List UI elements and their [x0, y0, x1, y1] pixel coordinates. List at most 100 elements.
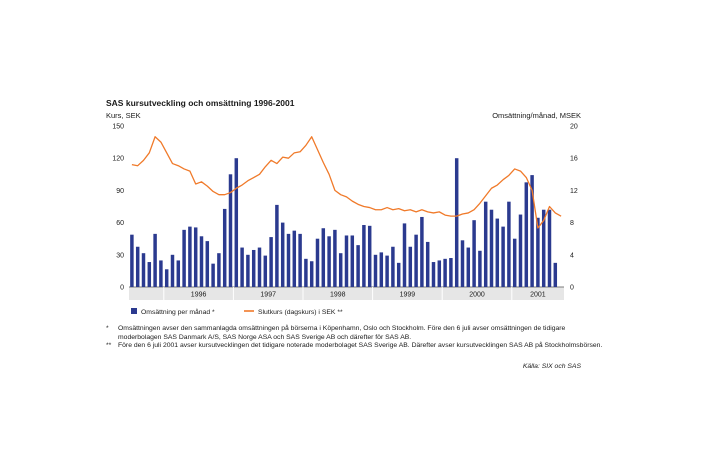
volume-bar — [193, 227, 198, 287]
volume-bar — [512, 238, 517, 287]
y-left-tick-label: 90 — [116, 188, 124, 195]
volume-bar — [414, 234, 418, 287]
volume-bar — [135, 246, 140, 287]
volume-bar — [246, 254, 250, 287]
volume-bar — [379, 252, 384, 287]
volume-bar — [199, 236, 204, 287]
volume-bar — [292, 230, 297, 287]
volume-bar — [362, 225, 366, 287]
year-label: 1996 — [191, 292, 207, 299]
y-left-tick-label: 150 — [112, 124, 124, 131]
volume-bar — [257, 247, 262, 287]
volume-bar — [147, 262, 152, 287]
volume-bar — [275, 204, 279, 287]
price-line — [131, 136, 562, 229]
volume-bar — [130, 234, 134, 287]
footnote-1-mark: * — [106, 325, 109, 332]
volume-bar — [466, 247, 471, 287]
volume-bar — [396, 262, 401, 287]
volume-bar — [269, 237, 273, 287]
volume-bar — [234, 158, 239, 287]
volume-bar — [338, 253, 343, 287]
volume-bar — [309, 261, 314, 287]
volume-bar — [153, 233, 157, 287]
volume-bar — [141, 253, 146, 287]
y-right-tick-label: 8 — [570, 220, 574, 227]
volume-bar — [524, 182, 529, 287]
volume-bar — [454, 158, 459, 287]
footnote-2-text: Före den 6 juli 2001 avser kursutvecklin… — [118, 342, 603, 350]
legend-line-label: Slutkurs (dagskurs) i SEK ** — [258, 309, 343, 316]
volume-bar — [472, 220, 476, 287]
volume-bar — [507, 201, 511, 287]
volume-bar — [530, 175, 534, 287]
year-label: 1998 — [330, 292, 346, 299]
volume-bar — [425, 241, 430, 287]
volume-bar — [159, 260, 163, 287]
volume-bar — [536, 217, 540, 287]
volume-bar — [205, 241, 210, 287]
volume-bar — [176, 260, 181, 287]
volume-bar — [298, 233, 302, 287]
volume-bar — [182, 229, 186, 287]
volume-bar — [460, 240, 465, 287]
volume-bar — [286, 233, 291, 287]
volume-bar — [228, 174, 233, 287]
volume-bar — [518, 214, 523, 287]
footnote-2-mark: ** — [106, 342, 112, 350]
volume-bar — [373, 254, 378, 287]
volume-bar — [541, 209, 546, 287]
y-axis-right-label: Omsättning/månad, MSEK — [492, 111, 581, 120]
footnote-1-text: Omsättningen avser den sammanlagda omsät… — [118, 325, 566, 341]
volume-bar — [478, 250, 482, 287]
volume-bar — [344, 235, 349, 287]
volume-bar — [350, 235, 355, 287]
y-right-tick-label: 0 — [570, 285, 574, 292]
volume-bar — [164, 269, 169, 287]
y-left-tick-label: 120 — [112, 156, 124, 163]
footnotes: * Omsättningen avser den sammanlagda oms… — [106, 325, 606, 351]
footnote-2: ** Före den 6 juli 2001 avser kursutveck… — [106, 342, 606, 351]
volume-bar — [501, 226, 505, 287]
volume-bar — [327, 236, 331, 287]
footnote-1: * Omsättningen avser den sammanlagda oms… — [106, 325, 606, 342]
y-right-tick-label: 20 — [570, 124, 578, 131]
y-axis-left-label: Kurs, SEK — [106, 111, 141, 120]
volume-bar — [263, 255, 268, 287]
year-label: 2001 — [530, 292, 546, 299]
volume-bar — [489, 209, 494, 287]
volume-bar — [408, 246, 413, 287]
chart-title: SAS kursutveckling och omsättning 1996-2… — [106, 98, 295, 108]
volume-bar — [431, 262, 436, 287]
volume-bar — [222, 208, 227, 287]
source-note: Källa: SIX och SAS — [522, 363, 581, 370]
y-left-tick-label: 60 — [116, 220, 124, 227]
year-label: 1997 — [260, 292, 276, 299]
y-right-tick-label: 12 — [570, 188, 578, 195]
volume-bar — [188, 226, 192, 287]
volume-bar — [251, 249, 256, 287]
volume-bar — [367, 225, 372, 287]
volume-bar — [385, 255, 389, 287]
volume-bar — [437, 260, 442, 287]
y-right-tick-label: 4 — [570, 252, 574, 259]
volume-bar — [240, 247, 244, 287]
y-right-tick-label: 16 — [570, 156, 578, 163]
volume-bar — [304, 258, 308, 287]
year-label: 2000 — [469, 292, 485, 299]
volume-bar — [315, 238, 320, 287]
volume-bar — [483, 201, 488, 287]
volume-bar — [495, 218, 500, 287]
volume-bar — [449, 258, 453, 287]
y-left-tick-label: 0 — [120, 285, 124, 292]
volume-bar — [333, 229, 337, 287]
volume-bar — [553, 262, 558, 287]
volume-bar — [280, 222, 285, 287]
volume-bar — [547, 209, 552, 287]
volume-bar — [391, 246, 395, 287]
y-left-tick-label: 30 — [116, 252, 124, 259]
year-band — [129, 287, 564, 300]
legend-bar-label: Omsättning per månad * — [141, 308, 215, 316]
volume-bar — [211, 263, 215, 287]
